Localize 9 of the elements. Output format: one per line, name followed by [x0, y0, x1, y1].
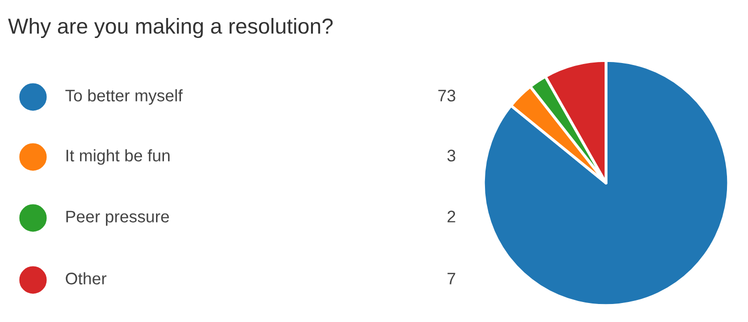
- data-label: 7: [448, 272, 456, 284]
- chart-title: Why are you making a resolution?: [8, 18, 333, 38]
- data-label: 2: [448, 210, 456, 222]
- legend-label: It might be fun: [66, 149, 170, 165]
- legend-label: Peer pressure: [66, 210, 169, 226]
- data-label: 3: [447, 150, 456, 162]
- legend-label: Other: [66, 272, 106, 284]
- legend-label: To better myself: [65, 89, 183, 105]
- data-label: 73: [438, 90, 456, 102]
